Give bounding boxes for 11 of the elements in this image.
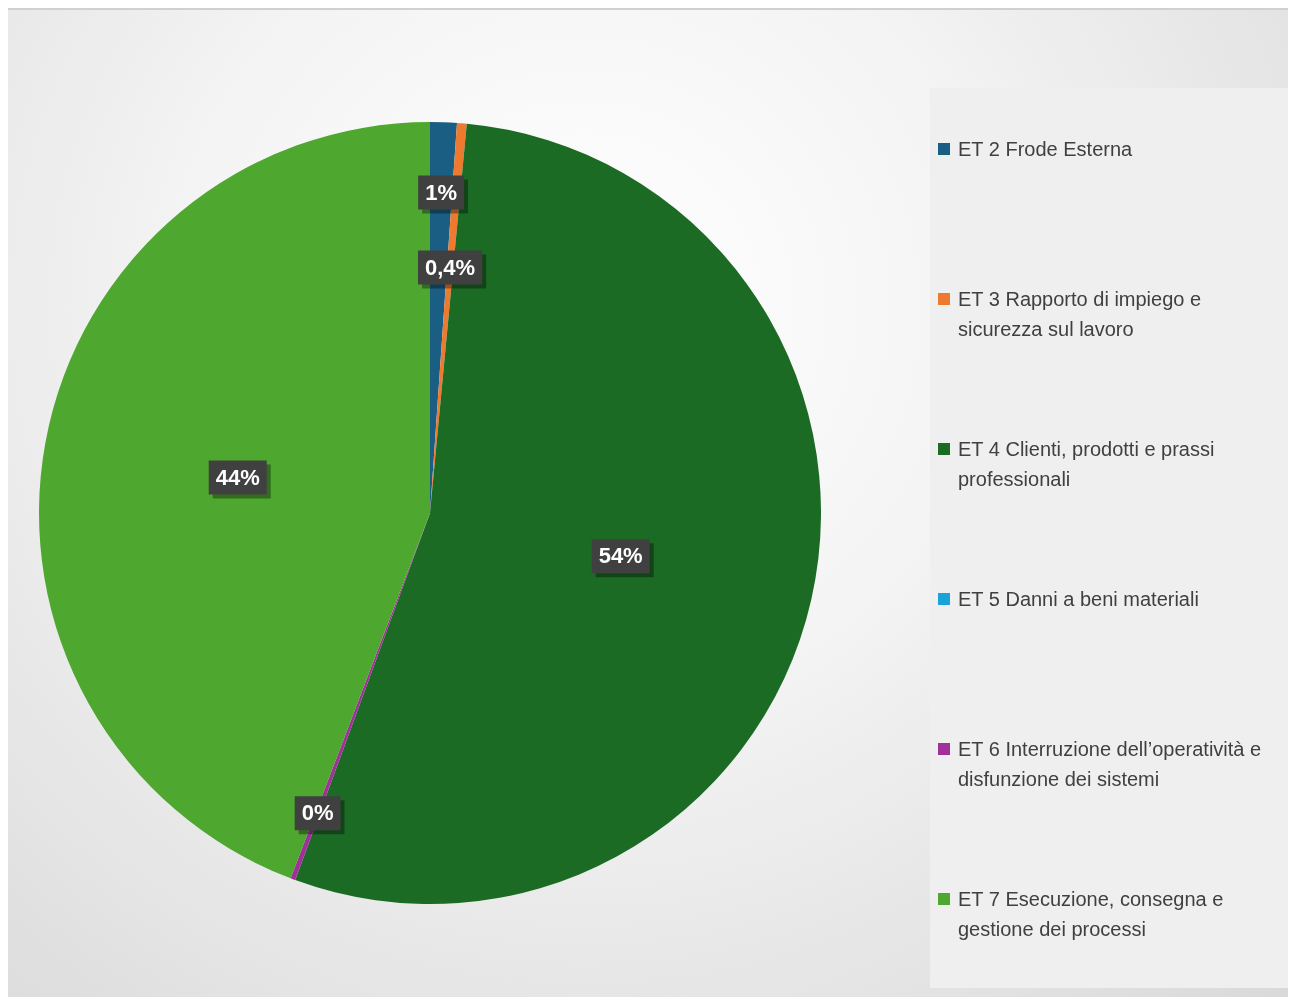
legend-label: ET 4 Clienti, prodotti e prassi professionali	[958, 437, 1216, 492]
data-label: 0,4%	[425, 254, 476, 280]
legend-label: ET 6 Interruzione dell’operatività e disfunzione dei sistemi	[958, 737, 1263, 792]
data-label: 54%	[598, 543, 643, 569]
legend-label: ET 2 Frode Esterna	[958, 137, 1133, 162]
legend-label: ET 3 Rapporto di impiego e sicurezza sul lavoro	[958, 287, 1203, 342]
legend-label: ET 7 Esecuzione, consegna e gestione dei processi	[958, 887, 1225, 942]
data-label: 44%	[215, 464, 260, 490]
legend-label: ET 5 Danni a beni materiali	[958, 587, 1199, 612]
data-label: 0%	[301, 800, 334, 826]
data-label: 1%	[425, 179, 457, 205]
